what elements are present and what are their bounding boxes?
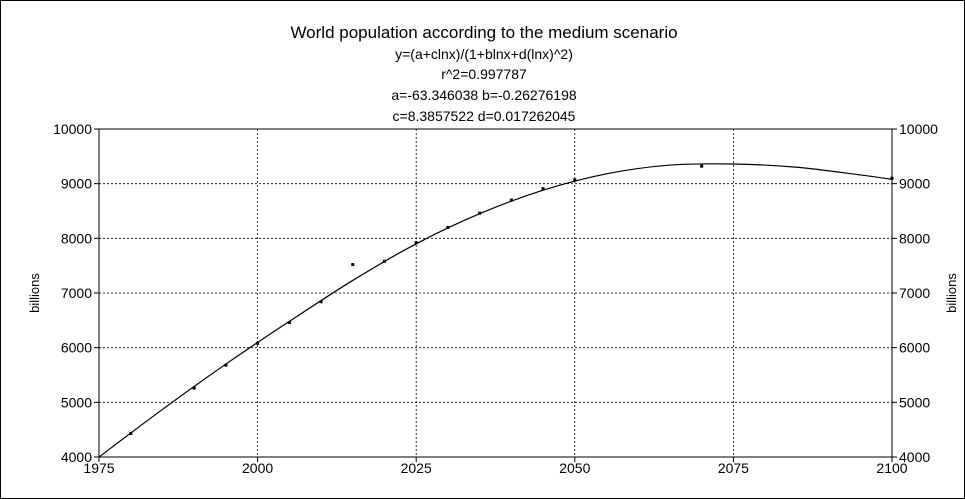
- chart-titles: World population according to the medium…: [290, 23, 677, 124]
- data-point: [890, 176, 894, 180]
- data-point: [414, 241, 418, 245]
- y-tick-label-right: 8000: [899, 230, 930, 246]
- y-axis-right: 4000 5000 6000 7000 8000 9000 10000: [892, 121, 938, 465]
- y-tick-label-left: 6000: [61, 340, 92, 356]
- chart-r-squared: r^2=0.997787: [441, 66, 527, 82]
- data-point: [573, 178, 577, 182]
- chart-formula: y=(a+clnx)/(1+blnx+d(lnx)^2): [395, 46, 573, 62]
- data-point: [129, 431, 133, 435]
- data-points: [129, 164, 894, 435]
- y-axis-left: 4000 5000 6000 7000 8000 9000 10000: [53, 121, 99, 465]
- y-axis-label-right: billions: [944, 273, 959, 313]
- x-tick-label: 2025: [401, 460, 432, 476]
- data-point: [256, 341, 260, 345]
- data-point: [351, 263, 355, 267]
- y-tick-label-left: 4000: [61, 449, 92, 465]
- x-tick-label: 2075: [718, 460, 749, 476]
- data-point: [287, 321, 291, 325]
- data-point: [224, 363, 228, 367]
- data-point: [382, 259, 386, 263]
- y-axis-label-left: billions: [27, 273, 42, 313]
- y-tick-label-right: 10000: [899, 121, 938, 137]
- y-tick-label-right: 7000: [899, 285, 930, 301]
- data-point: [319, 300, 323, 304]
- y-tick-label-left: 5000: [61, 394, 92, 410]
- chart-title: World population according to the medium…: [290, 23, 677, 42]
- data-point: [478, 211, 482, 215]
- x-tick-label: 2100: [876, 460, 907, 476]
- chart-params-cd: c=8.3857522 d=0.017262045: [393, 108, 576, 124]
- data-point: [700, 164, 704, 168]
- x-tick-label: 2050: [559, 460, 590, 476]
- y-tick-label-right: 5000: [899, 394, 930, 410]
- y-tick-label-left: 8000: [61, 230, 92, 246]
- y-tick-label-right: 6000: [899, 340, 930, 356]
- y-tick-label-left: 9000: [61, 176, 92, 192]
- x-tick-label: 2000: [242, 460, 273, 476]
- data-point: [541, 187, 545, 191]
- data-point: [446, 225, 450, 229]
- y-tick-label-left: 7000: [61, 285, 92, 301]
- chart-params-ab: a=-63.346038 b=-0.26276198: [391, 87, 576, 103]
- data-point: [509, 198, 513, 202]
- fit-curve: [98, 163, 893, 458]
- y-tick-label-right: 9000: [899, 176, 930, 192]
- data-point: [192, 386, 196, 390]
- y-tick-label-left: 10000: [53, 121, 92, 137]
- y-tick-label-right: 4000: [899, 449, 930, 465]
- grid: [99, 129, 892, 457]
- x-tick-label: 1975: [83, 460, 114, 476]
- x-axis: 1975 2000 2025 2050 2075 2100: [83, 457, 908, 476]
